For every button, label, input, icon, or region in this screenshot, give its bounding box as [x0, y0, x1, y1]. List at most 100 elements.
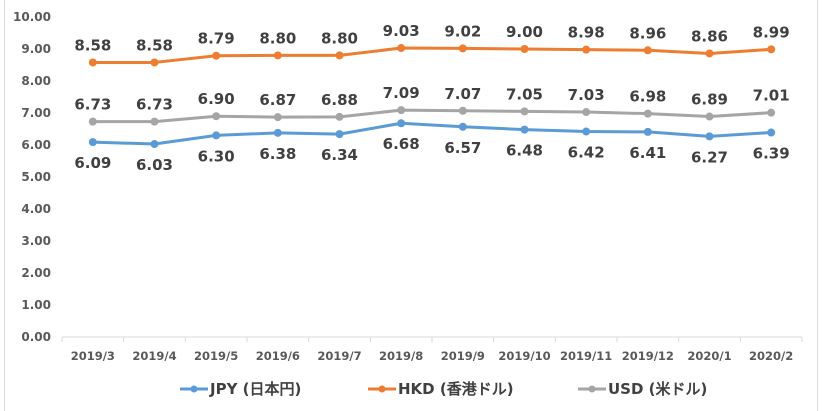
- data-label: 8.98: [568, 24, 605, 42]
- data-point-marker: [273, 113, 282, 122]
- y-tick-label: 8.00: [21, 74, 51, 88]
- data-label: 8.79: [198, 30, 235, 48]
- legend-label: JPY (日本円): [209, 380, 301, 398]
- data-point-marker: [335, 130, 344, 139]
- legend: JPY (日本円) HKD (香港ドル) USD (米ドル): [180, 380, 707, 398]
- data-label: 8.58: [74, 36, 111, 54]
- x-tick-label: 2019/11: [560, 349, 612, 363]
- data-point-marker: [88, 58, 97, 67]
- series-usd: 6.73 6.73 6.90 6.87 6.88 7.09 7.07 7.05 7.03 6.98…: [74, 84, 790, 126]
- y-tick-label: 3.00: [21, 234, 51, 248]
- y-tick-label: 10.00: [13, 10, 51, 24]
- x-tick-label: 2020/1: [687, 349, 731, 363]
- x-tick-label: 2019/6: [256, 349, 300, 363]
- data-label: 8.58: [136, 36, 173, 54]
- legend-label: HKD (香港ドル): [398, 380, 514, 398]
- x-tick-label: 2019/4: [132, 349, 176, 363]
- x-tick-label: 2019/7: [317, 349, 361, 363]
- legend-item: USD (米ドル): [578, 380, 707, 398]
- legend-marker-icon: [378, 385, 386, 393]
- data-point-marker: [335, 112, 344, 121]
- legend-item: HKD (香港ドル): [368, 380, 514, 398]
- data-label: 6.03: [136, 156, 173, 174]
- data-label: 6.68: [383, 135, 420, 153]
- data-label: 7.07: [444, 85, 481, 103]
- data-point-marker: [520, 45, 529, 53]
- x-axis: 2019/3 2019/4 2019/5 2019/6 2019/7 2019/8 2019…: [61, 336, 803, 363]
- data-label: 8.99: [753, 23, 790, 41]
- data-label: 8.80: [321, 29, 358, 47]
- data-label: 7.03: [568, 86, 605, 104]
- data-label: 6.27: [691, 148, 728, 166]
- series-jpy: 6.09 6.03 6.30 6.38 6.34 6.68 6.57 6.48 6.42 6.41…: [74, 119, 790, 174]
- data-label: 6.38: [259, 145, 296, 163]
- data-point-marker: [458, 106, 467, 115]
- data-label: 8.96: [629, 24, 666, 42]
- data-point-marker: [397, 44, 406, 53]
- x-tick-label: 2019/5: [194, 349, 238, 363]
- data-point-marker: [643, 46, 652, 55]
- data-label: 8.80: [259, 29, 296, 47]
- y-tick-label: 6.00: [21, 138, 51, 152]
- data-label: 6.88: [321, 91, 358, 109]
- data-label: 6.39: [753, 145, 790, 163]
- data-label: 7.05: [506, 85, 543, 103]
- series-line: [92, 46, 772, 64]
- data-point-marker: [643, 109, 652, 118]
- data-point-marker: [88, 117, 97, 126]
- data-label: 8.86: [691, 27, 728, 45]
- data-point-marker: [705, 112, 714, 121]
- data-label: 6.57: [444, 139, 481, 157]
- data-point-marker: [273, 51, 282, 60]
- data-point-marker: [458, 44, 467, 53]
- data-point-marker: [150, 58, 159, 67]
- data-point-marker: [397, 119, 406, 128]
- series-line: [92, 121, 772, 146]
- data-point-marker: [582, 108, 591, 117]
- data-label: 6.42: [568, 144, 605, 162]
- y-tick-label: 0.00: [21, 330, 51, 344]
- data-point-marker: [150, 140, 159, 149]
- y-tick-label: 2.00: [21, 266, 51, 280]
- data-label: 6.09: [74, 154, 111, 172]
- series-group: 6.09 6.03 6.30 6.38 6.34 6.68 6.57 6.48 6.42 6.41…: [74, 22, 789, 174]
- data-point-marker: [212, 131, 221, 140]
- data-point-marker: [705, 49, 714, 58]
- data-point-marker: [335, 51, 344, 60]
- data-label: 6.87: [259, 91, 296, 109]
- series-hkd: 8.58 8.58 8.79 8.80 8.80 9.03 9.02 9.00 8.98 8.96…: [74, 22, 790, 67]
- y-tick-label: 7.00: [21, 106, 51, 120]
- data-label: 6.90: [198, 90, 235, 108]
- data-point-marker: [582, 127, 591, 136]
- data-point-marker: [582, 45, 591, 54]
- data-label: 9.02: [444, 22, 481, 40]
- x-tick-label: 2019/8: [379, 349, 423, 363]
- data-point-marker: [273, 128, 282, 137]
- data-point-marker: [520, 125, 529, 134]
- legend-label: USD (米ドル): [608, 380, 707, 398]
- data-point-marker: [88, 138, 97, 147]
- data-point-marker: [643, 127, 652, 136]
- data-label: 6.89: [691, 91, 728, 109]
- data-label: 6.41: [629, 144, 666, 162]
- y-axis: 0.00 1.00 2.00 3.00 4.00 5.00 6.00 7.00 8.00 9.00…: [13, 10, 51, 344]
- data-point-marker: [767, 108, 776, 117]
- x-tick-label: 2019/12: [622, 349, 674, 363]
- data-point-marker: [212, 51, 221, 60]
- legend-item: JPY (日本円): [180, 380, 301, 398]
- y-tick-label: 4.00: [21, 202, 51, 216]
- data-point-marker: [767, 45, 776, 54]
- data-point-marker: [397, 106, 406, 115]
- data-label: 7.01: [753, 87, 790, 105]
- data-label: 7.09: [383, 84, 420, 102]
- x-tick-label: 2019/10: [498, 349, 550, 363]
- data-label: 6.98: [629, 88, 666, 106]
- legend-marker-icon: [190, 385, 198, 393]
- data-point-marker: [458, 122, 467, 131]
- data-label: 9.03: [383, 22, 420, 40]
- x-tick-label: 2019/9: [441, 349, 485, 363]
- data-point-marker: [767, 128, 776, 137]
- data-label: 6.34: [321, 146, 358, 164]
- data-label: 6.48: [506, 142, 543, 160]
